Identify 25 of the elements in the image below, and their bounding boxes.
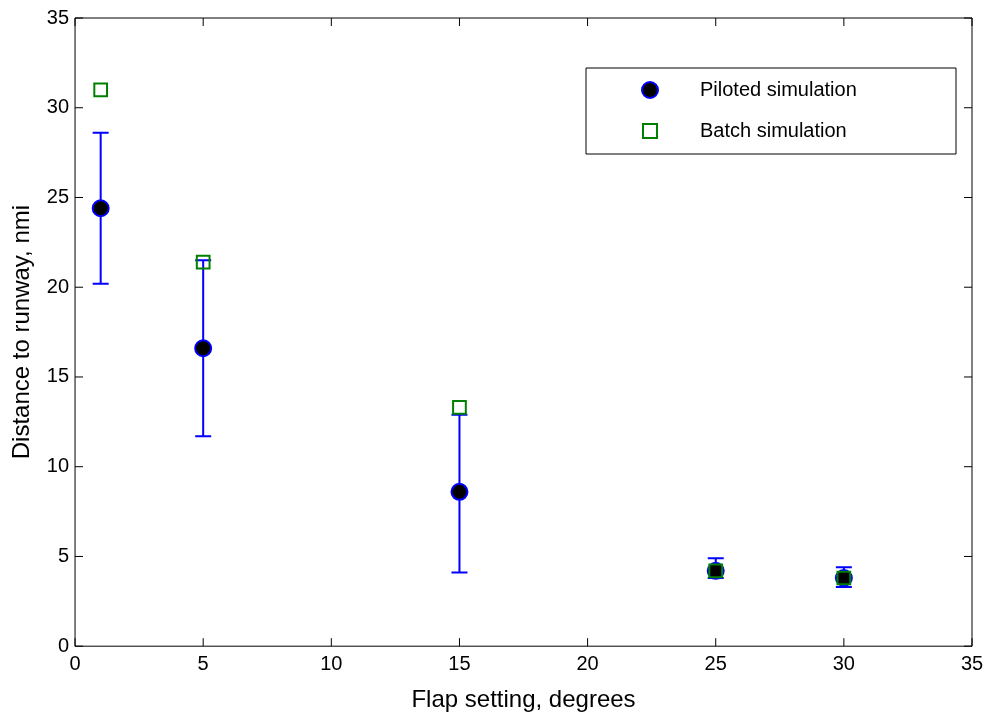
x-tick-label: 25 bbox=[704, 651, 727, 674]
y-tick-label: 5 bbox=[57, 543, 70, 566]
y-axis-title: Distance to runway, nmi bbox=[7, 204, 35, 460]
x-tick-label: 15 bbox=[448, 651, 471, 674]
point bbox=[195, 254, 211, 270]
x-tick-label: 35 bbox=[960, 651, 984, 674]
x-tick-label: 30 bbox=[832, 651, 855, 674]
y-tick-label: 25 bbox=[46, 185, 70, 207]
x-axis-title: Flap setting, degrees bbox=[411, 685, 636, 713]
legend-label: Piloted simulation bbox=[700, 77, 857, 100]
point bbox=[452, 400, 467, 415]
x-tick-label: 5 bbox=[197, 651, 209, 674]
x-tick-label: 10 bbox=[320, 651, 343, 674]
point bbox=[93, 82, 109, 98]
y-tick-label: 15 bbox=[46, 364, 70, 387]
legend-label: Batch simulation bbox=[700, 118, 847, 141]
y-tick-label: 35 bbox=[46, 5, 70, 28]
x-tick-label: 20 bbox=[576, 651, 599, 674]
y-tick-label: 20 bbox=[46, 274, 70, 297]
y-tick-label: 0 bbox=[57, 633, 70, 656]
y-tick-label: 10 bbox=[46, 454, 70, 477]
point bbox=[91, 199, 110, 218]
point bbox=[194, 339, 213, 358]
y-tick-label: 30 bbox=[46, 95, 70, 118]
point bbox=[450, 482, 469, 501]
